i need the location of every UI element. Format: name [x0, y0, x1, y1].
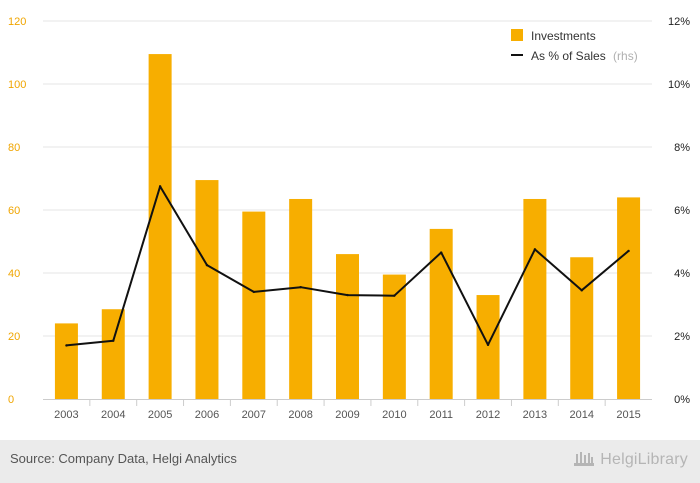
footer: Source: Company Data, Helgi Analytics He…	[0, 440, 700, 483]
x-tick-label: 2006	[195, 409, 219, 421]
sales-percent-point-2011	[439, 251, 443, 254]
legend-sales-name: As % of Sales	[531, 49, 606, 63]
bar-2006	[195, 180, 219, 399]
bar-2015	[617, 197, 641, 399]
bar-2014	[570, 257, 594, 399]
y-tick-label-right: 4%	[674, 268, 690, 280]
source-note: Source: Company Data, Helgi Analytics	[10, 451, 237, 466]
x-tick-label: 2003	[54, 409, 78, 421]
y-tick-label-left: 60	[8, 205, 20, 217]
x-tick-label: 2004	[101, 409, 125, 421]
y-tick-label-right: 2%	[674, 331, 690, 343]
y-tick-label-right: 12%	[668, 16, 690, 28]
x-tick-label: 2014	[569, 409, 593, 421]
sales-percent-point-2015	[627, 249, 630, 253]
legend-rhs-note: (rhs)	[613, 49, 638, 63]
y-tick-label-left: 80	[8, 142, 20, 154]
y-tick-label-left: 20	[8, 331, 20, 343]
y-tick-label-right: 6%	[674, 205, 690, 217]
bar-2009	[336, 254, 359, 399]
y-tick-label-left: 0	[8, 394, 14, 406]
bar-2008	[289, 198, 313, 399]
y-tick-label-right: 0%	[674, 394, 690, 406]
brand-name: HelgiLibrary	[600, 451, 688, 468]
sales-percent-point-2012	[486, 343, 490, 347]
x-tick-label: 2007	[242, 409, 266, 421]
sales-percent-point-2003	[65, 344, 68, 347]
sales-percent-point-2013	[533, 248, 537, 251]
bar-2012	[476, 295, 500, 399]
bar-2005	[148, 54, 172, 399]
x-tick-label: 2010	[382, 409, 406, 421]
gridlines	[43, 20, 652, 337]
x-tick-label: 2005	[148, 409, 172, 421]
bar-2011	[429, 228, 453, 399]
y-tick-label-left: 120	[8, 16, 26, 28]
percent-of-sales-line	[65, 185, 630, 347]
sales-percent-point-2010	[393, 294, 396, 297]
y-tick-label-right: 8%	[674, 142, 690, 154]
bars	[54, 54, 641, 399]
legend-investments-label: Investments	[531, 29, 596, 43]
x-tick-label: 2013	[523, 409, 547, 421]
bar-2013	[523, 198, 547, 399]
helgi-library-logo[interactable]: HelgiLibrary	[573, 449, 688, 469]
legend-investments-swatch	[511, 29, 523, 41]
bar-2003	[54, 323, 78, 399]
x-tick-label: 2015	[616, 409, 640, 421]
chart: 0 20 40 60 80 100 120 0% 2% 4% 6% 8% 10% 12% 2003 2004 2…	[8, 16, 690, 421]
bar-2007	[242, 211, 266, 399]
sales-percent-point-2008	[299, 285, 302, 289]
axes: 0 20 40 60 80 100 120 0% 2% 4% 6% 8% 10% 12% 2003 2004 2…	[8, 16, 690, 421]
y-tick-label-left: 40	[8, 268, 20, 280]
x-tick-label: 2008	[288, 409, 312, 421]
bar-2004	[101, 309, 125, 399]
y-tick-label-right: 10%	[668, 79, 690, 91]
sales-percent-point-2009	[346, 293, 349, 297]
bar-2010	[382, 274, 406, 399]
legend: Investments As % of Sales (rhs)	[511, 29, 638, 63]
sales-percent-point-2007	[252, 290, 256, 294]
x-tick-label: 2012	[476, 409, 500, 421]
sales-percent-point-2014	[580, 289, 583, 292]
y-tick-label-left: 100	[8, 79, 26, 91]
library-columns-icon	[574, 452, 595, 466]
sales-percent-point-2004	[112, 339, 115, 342]
legend-sales-label: As % of Sales (rhs)	[531, 49, 638, 63]
x-tick-label: 2009	[335, 409, 359, 421]
x-tick-label: 2011	[429, 409, 453, 421]
sales-percent-point-2006	[205, 263, 209, 267]
sales-percent-point-2005	[158, 185, 162, 188]
